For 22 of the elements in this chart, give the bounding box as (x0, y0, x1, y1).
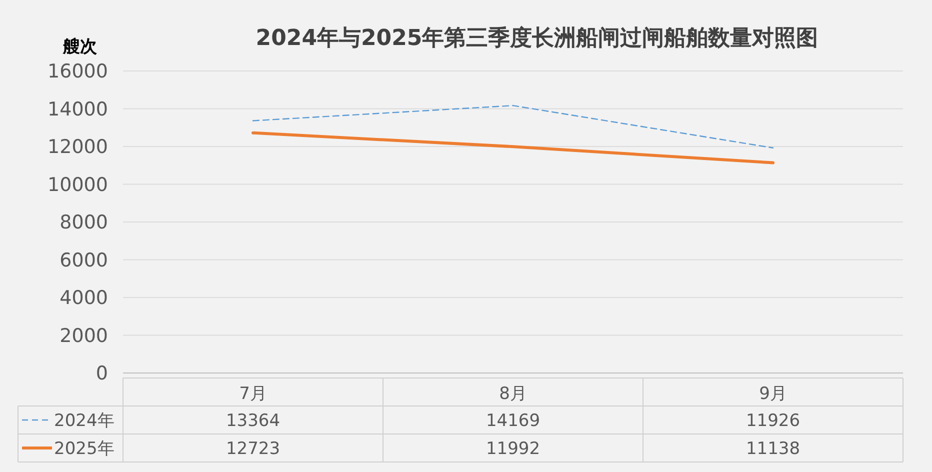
y-tick-label: 4000 (60, 287, 108, 310)
y-tick-label: 0 (96, 362, 108, 385)
x-tick-label: 9月 (759, 384, 787, 404)
data-label: 11926 (746, 410, 800, 431)
data-label: 11138 (746, 438, 800, 459)
legend-label: 2024年 (54, 410, 114, 431)
y-tick-label: 12000 (48, 136, 108, 158)
y-tick-label: 8000 (60, 212, 108, 234)
y-tick-label: 14000 (48, 98, 108, 120)
data-label: 14169 (486, 410, 540, 431)
data-label: 13364 (226, 410, 280, 431)
y-tick-label: 10000 (48, 174, 108, 196)
data-label: 12723 (226, 438, 280, 459)
chart-title: 2024年与2025年第三季度长洲船闸过闸船舶数量对照图 (256, 25, 818, 51)
data-label: 11992 (486, 438, 540, 459)
x-tick-label: 8月 (499, 384, 527, 404)
y-tick-label: 2000 (60, 324, 108, 347)
y-tick-label: 6000 (60, 249, 108, 272)
legend-label: 2025年 (54, 438, 114, 459)
y-axis-title: 艘次 (62, 37, 98, 57)
y-tick-label: 16000 (48, 60, 108, 83)
x-tick-label: 7月 (239, 384, 267, 404)
